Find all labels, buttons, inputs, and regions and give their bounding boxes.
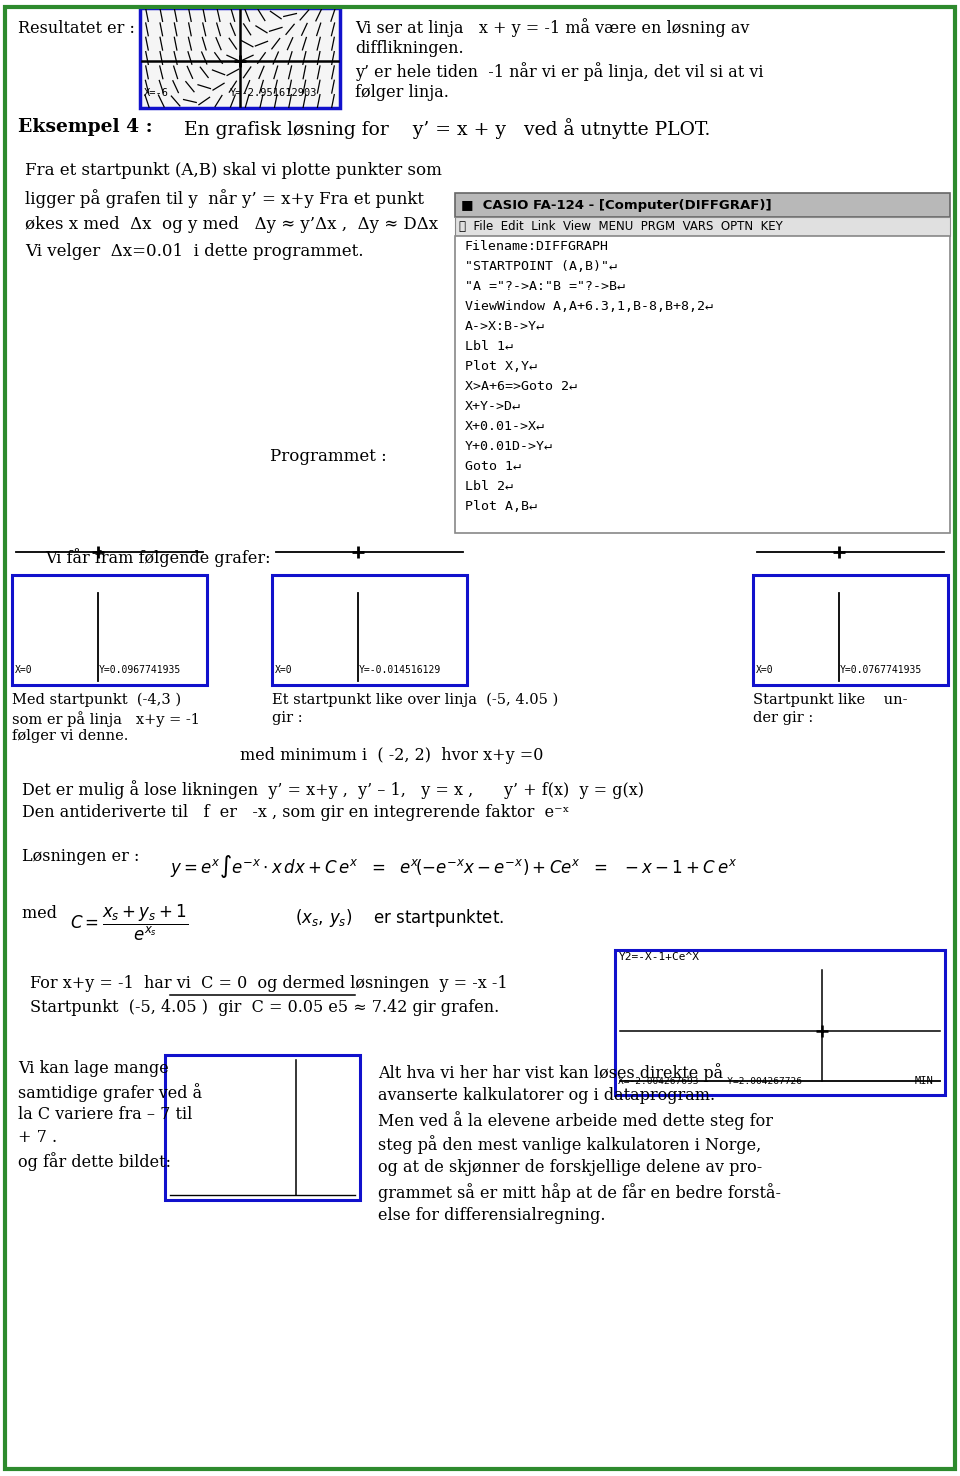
Text: ViewWindow A,A+6.3,1,B-8,B+8,2↵: ViewWindow A,A+6.3,1,B-8,B+8,2↵	[465, 300, 713, 313]
Text: Programmet :: Programmet :	[270, 449, 387, 465]
Text: Vi får fram følgende grafer:: Vi får fram følgende grafer:	[45, 548, 271, 567]
Text: Lbl 2↵: Lbl 2↵	[465, 480, 513, 493]
Text: Vi velger  Δx=0.01  i dette programmet.: Vi velger Δx=0.01 i dette programmet.	[25, 244, 364, 260]
Text: Vi ser at linja   x + y = -1 må være en løsning av: Vi ser at linja x + y = -1 må være en lø…	[355, 18, 750, 37]
Text: steg på den mest vanlige kalkulatoren i Norge,: steg på den mest vanlige kalkulatoren i …	[378, 1135, 761, 1154]
Text: X=0: X=0	[15, 666, 33, 675]
Text: der gir :: der gir :	[753, 711, 813, 725]
Bar	[615, 951, 945, 1095]
Text: og får dette bildet:: og får dette bildet:	[18, 1151, 171, 1170]
Text: X+Y->D↵: X+Y->D↵	[465, 400, 521, 413]
Text: Y=0.0767741935: Y=0.0767741935	[840, 666, 923, 675]
Bar	[455, 236, 950, 533]
Bar	[455, 217, 950, 236]
Text: Filename:DIFFGRAPH: Filename:DIFFGRAPH	[465, 241, 609, 252]
Bar	[753, 576, 948, 685]
Text: Y+0.01D->Y↵: Y+0.01D->Y↵	[465, 440, 553, 453]
Text: ■  CASIO FA-124 - [Computer(DIFFGRAF)]: ■ CASIO FA-124 - [Computer(DIFFGRAF)]	[461, 198, 772, 211]
Text: X=-6: X=-6	[144, 89, 169, 97]
Text: Goto 1↵: Goto 1↵	[465, 461, 521, 472]
Text: samtidige grafer ved å: samtidige grafer ved å	[18, 1083, 203, 1103]
Text: Startpunkt like    un-: Startpunkt like un-	[753, 694, 907, 707]
Text: else for differensialregning.: else for differensialregning.	[378, 1207, 606, 1224]
Text: gir :: gir :	[272, 711, 302, 725]
Text: Fra et startpunkt (A,B) skal vi plotte punkter som: Fra et startpunkt (A,B) skal vi plotte p…	[25, 162, 442, 179]
Text: Et startpunkt like over linja  (-5, 4.05 ): Et startpunkt like over linja (-5, 4.05 …	[272, 694, 559, 707]
Text: "STARTPOINT (A,B)"↵: "STARTPOINT (A,B)"↵	[465, 260, 617, 273]
Text: Y2=-X-1+Ce^X: Y2=-X-1+Ce^X	[619, 952, 700, 962]
Text: Alt hva vi her har vist kan løses direkte på: Alt hva vi her har vist kan løses direkt…	[378, 1063, 723, 1082]
Text: difflikningen.: difflikningen.	[355, 40, 464, 58]
Text: grammet så er mitt håp at de får en bedre forstå-: grammet så er mitt håp at de får en bedr…	[378, 1182, 781, 1201]
Text: For x+y = -1  har vi  C = 0  og dermed løsningen  y = -x -1: For x+y = -1 har vi C = 0 og dermed løsn…	[30, 976, 508, 992]
Text: Løsningen er :: Løsningen er :	[22, 849, 139, 865]
Text: Men ved å la elevene arbeide med dette steg for: Men ved å la elevene arbeide med dette s…	[378, 1111, 773, 1131]
Text: Med startpunkt  (-4,3 ): Med startpunkt (-4,3 )	[12, 694, 181, 707]
Text: X=-2.004267693     Y=2.004267726: X=-2.004267693 Y=2.004267726	[618, 1077, 802, 1086]
Bar	[140, 7, 340, 108]
Text: følger linja.: følger linja.	[355, 84, 449, 100]
Text: med: med	[22, 905, 67, 922]
Text: Resultatet er :: Resultatet er :	[18, 21, 134, 37]
Text: $y = e^x \int e^{-x} \cdot x\,dx + C\,e^x \ \ = \ \ e^x\!\left(-e^{-x}x - e^{-x}: $y = e^x \int e^{-x} \cdot x\,dx + C\,e^…	[170, 853, 737, 880]
Text: ligger på grafen til y  når y’ = x+y Fra et punkt: ligger på grafen til y når y’ = x+y Fra …	[25, 189, 424, 208]
Text: Lbl 1↵: Lbl 1↵	[465, 339, 513, 353]
Bar	[455, 193, 950, 217]
Text: Plot X,Y↵: Plot X,Y↵	[465, 360, 537, 373]
Text: X=0: X=0	[275, 666, 293, 675]
Text: En grafisk løsning for    y’ = x + y   ved å utnytte PLOT.: En grafisk løsning for y’ = x + y ved å …	[160, 118, 710, 139]
Text: A->X:B->Y↵: A->X:B->Y↵	[465, 320, 545, 334]
Text: med minimum i  ( -2, 2)  hvor x+y =0: med minimum i ( -2, 2) hvor x+y =0	[240, 747, 543, 765]
Text: Vi kan lage mange: Vi kan lage mange	[18, 1060, 169, 1077]
Text: X>A+6=>Goto 2↵: X>A+6=>Goto 2↵	[465, 379, 577, 393]
Bar	[165, 1055, 360, 1200]
Text: følger vi denne.: følger vi denne.	[12, 729, 129, 742]
Text: Den antideriverte til   f  er   -x , som gir en integrerende faktor  e⁻ˣ: Den antideriverte til f er -x , som gir …	[22, 804, 569, 821]
Text: $(x_s,\, y_s)$    er startpunktet.: $(x_s,\, y_s)$ er startpunktet.	[295, 906, 504, 928]
Text: 📁  File  Edit  Link  View  MENU  PRGM  VARS  OPTN  KEY: 📁 File Edit Link View MENU PRGM VARS OPT…	[459, 220, 782, 233]
Text: y’ er hele tiden  -1 når vi er på linja, det vil si at vi: y’ er hele tiden -1 når vi er på linja, …	[355, 62, 763, 81]
Text: + 7 .: + 7 .	[18, 1129, 58, 1145]
Text: Y=0.0967741935: Y=0.0967741935	[99, 666, 181, 675]
Text: og at de skjønner de forskjellige delene av pro-: og at de skjønner de forskjellige delene…	[378, 1159, 762, 1176]
Text: "A ="?->A:"B ="?->B↵: "A ="?->A:"B ="?->B↵	[465, 280, 625, 294]
Bar	[12, 576, 207, 685]
Text: Eksempel 4 :: Eksempel 4 :	[18, 118, 153, 136]
Text: $C = \dfrac{x_s + y_s + 1}{e^{x_s}}$: $C = \dfrac{x_s + y_s + 1}{e^{x_s}}$	[70, 903, 188, 943]
Text: økes x med  Δx  og y med   Δy ≈ y’Δx ,  Δy ≈ DΔx: økes x med Δx og y med Δy ≈ y’Δx , Δy ≈ …	[25, 215, 438, 233]
Text: avanserte kalkulatorer og i dataprogram.: avanserte kalkulatorer og i dataprogram.	[378, 1086, 715, 1104]
Text: Plot A,B↵: Plot A,B↵	[465, 500, 537, 514]
Text: MIN: MIN	[915, 1076, 934, 1086]
Text: X=0: X=0	[756, 666, 774, 675]
Text: la C variere fra – 7 til: la C variere fra – 7 til	[18, 1106, 192, 1123]
Text: Y=-0.014516129: Y=-0.014516129	[359, 666, 442, 675]
Text: Det er mulig å lose likningen  y’ = x+y ,  y’ – 1,   y = x ,      y’ + f(x)  y =: Det er mulig å lose likningen y’ = x+y ,…	[22, 779, 644, 799]
Bar	[272, 576, 467, 685]
Text: Y=-2.951612903: Y=-2.951612903	[230, 89, 318, 97]
Text: som er på linja   x+y = -1: som er på linja x+y = -1	[12, 711, 200, 726]
Text: Startpunkt  (-5, 4.05 )  gir  C = 0.05 e5 ≈ 7.42 gir grafen.: Startpunkt (-5, 4.05 ) gir C = 0.05 e5 ≈…	[30, 999, 499, 1015]
Text: X+0.01->X↵: X+0.01->X↵	[465, 421, 545, 432]
